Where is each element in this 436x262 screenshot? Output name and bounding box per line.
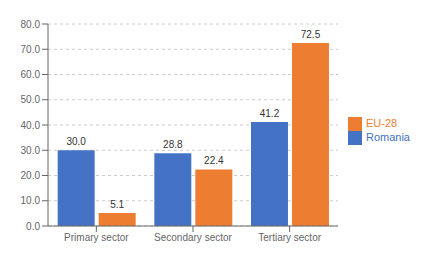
svg-text:28.8: 28.8: [163, 139, 183, 150]
svg-text:40.0: 40.0: [21, 120, 41, 131]
svg-text:22.4: 22.4: [204, 155, 224, 166]
svg-text:Tertiary sector: Tertiary sector: [258, 232, 321, 243]
svg-text:70.0: 70.0: [21, 44, 41, 55]
svg-text:80.0: 80.0: [21, 19, 41, 30]
svg-text:30.0: 30.0: [21, 145, 41, 156]
svg-text:60.0: 60.0: [21, 69, 41, 80]
svg-text:30.0: 30.0: [66, 136, 86, 147]
html-text:Romania: Romania: [366, 131, 410, 143]
svg-text:Primary sector: Primary sector: [64, 232, 129, 243]
svg-text:Secondary sector: Secondary sector: [154, 232, 232, 243]
svg-text:10.0: 10.0: [21, 195, 41, 206]
html-text:EU-28: EU-28: [366, 116, 398, 129]
svg-text:50.0: 50.0: [21, 94, 41, 105]
svg-text:0.0: 0.0: [26, 221, 40, 232]
svg-text:20.0: 20.0: [21, 170, 41, 181]
svg-text:5.1: 5.1: [110, 199, 124, 210]
svg-text:72.5: 72.5: [301, 29, 321, 40]
svg-text:41.2: 41.2: [260, 108, 280, 119]
